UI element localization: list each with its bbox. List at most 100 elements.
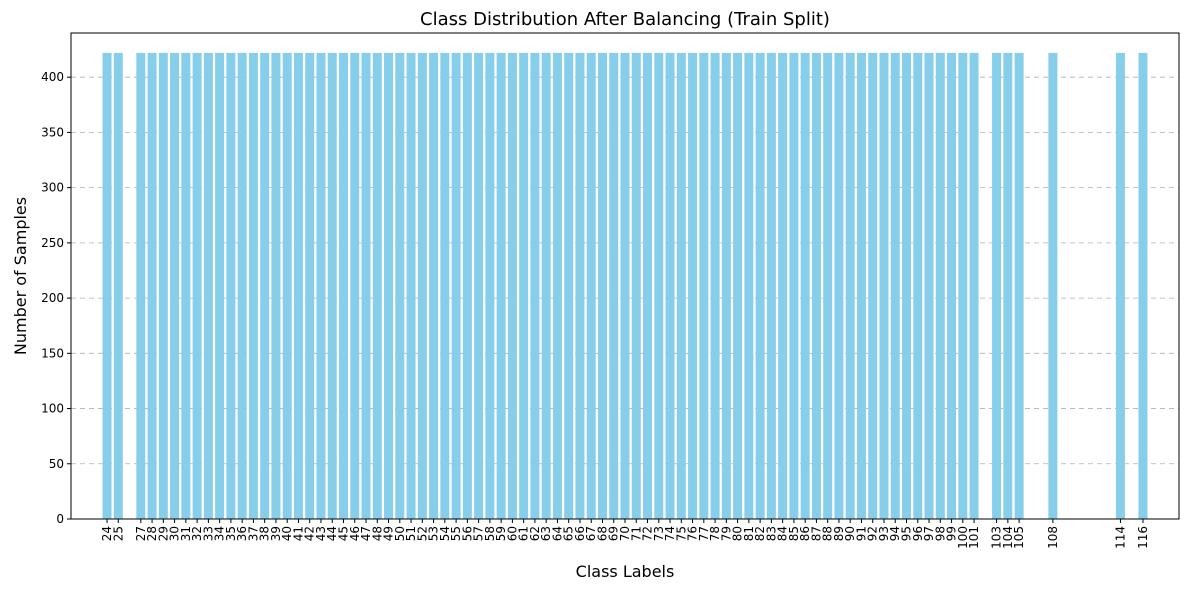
bar-58	[485, 52, 495, 520]
x-tick-label: 24	[100, 526, 114, 541]
bar-66	[575, 52, 585, 520]
x-tick-label: 59	[494, 526, 508, 541]
bar-45	[338, 52, 348, 520]
bar-52	[417, 52, 427, 520]
x-tick-label: 36	[235, 526, 249, 541]
x-tick-label: 114	[1113, 526, 1127, 549]
x-tick-label: 27	[134, 526, 148, 541]
bar-47	[361, 52, 371, 520]
bar-67	[586, 52, 596, 520]
x-tick-label: 80	[731, 526, 745, 541]
bar-39	[271, 52, 281, 520]
x-tick-label: 72	[641, 526, 655, 541]
y-tick-label: 50	[49, 457, 64, 471]
bars	[102, 52, 1148, 520]
x-tick-label: 76	[686, 526, 700, 541]
x-tick-label: 60	[505, 526, 519, 541]
bar-105	[1014, 52, 1024, 520]
x-tick-label: 33	[201, 526, 215, 541]
bar-56	[462, 52, 472, 520]
x-tick-label: 68	[595, 526, 609, 541]
x-tick-label: 52	[415, 526, 429, 541]
x-tick-label: 98	[933, 526, 947, 541]
x-tick-label: 93	[877, 526, 891, 541]
x-tick-label: 25	[111, 526, 125, 541]
bar-100	[958, 52, 968, 520]
bar-54	[440, 52, 450, 520]
bar-65	[564, 52, 574, 520]
bar-42	[305, 52, 315, 520]
bar-92	[868, 52, 878, 520]
x-tick-label: 75	[674, 526, 688, 541]
x-tick-label: 58	[483, 526, 497, 541]
x-tick-label: 63	[539, 526, 553, 541]
x-tick-label: 99	[945, 526, 959, 541]
bar-91	[856, 52, 866, 520]
x-tick-label: 94	[888, 526, 902, 541]
bar-41	[293, 52, 303, 520]
y-tick-label: 400	[41, 70, 64, 84]
bar-87	[811, 52, 821, 520]
bar-74	[665, 52, 675, 520]
x-axis-label: Class Labels	[576, 562, 675, 581]
y-tick-label: 100	[41, 402, 64, 416]
bar-73	[654, 52, 664, 520]
bar-62	[530, 52, 540, 520]
y-tick-label: 350	[41, 125, 64, 139]
x-tick-label: 48	[370, 526, 384, 541]
bar-53	[429, 52, 439, 520]
bar-43	[316, 52, 326, 520]
x-tick-label: 30	[168, 526, 182, 541]
x-tick-label: 38	[258, 526, 272, 541]
x-tick-label: 116	[1136, 526, 1150, 549]
bar-83	[766, 52, 776, 520]
bar-76	[688, 52, 698, 520]
x-tick-label: 41	[291, 526, 305, 541]
x-tick-label: 69	[607, 526, 621, 541]
x-tick-label: 67	[584, 526, 598, 541]
x-tick-label: 92	[866, 526, 880, 541]
y-tick-label: 150	[41, 346, 64, 360]
bar-59	[496, 52, 506, 520]
y-axis-ticks: 0 50 100 150 200 250 300 350 400	[41, 70, 71, 526]
x-tick-label: 77	[697, 526, 711, 541]
x-tick-label: 82	[753, 526, 767, 541]
x-tick-label: 37	[246, 526, 260, 541]
bar-114	[1115, 52, 1125, 520]
bar-27	[136, 52, 146, 520]
x-tick-label: 39	[269, 526, 283, 541]
bar-69	[609, 52, 619, 520]
x-tick-label: 90	[843, 526, 857, 541]
bar-81	[744, 52, 754, 520]
chart-title: Class Distribution After Balancing (Trai…	[420, 9, 830, 30]
x-tick-label: 29	[156, 526, 170, 541]
bar-95	[902, 52, 912, 520]
x-tick-label: 74	[663, 526, 677, 541]
bar-31	[181, 52, 191, 520]
x-tick-label: 51	[404, 526, 418, 541]
bar-32	[192, 52, 202, 520]
x-tick-label: 57	[472, 526, 486, 541]
bar-28	[147, 52, 157, 520]
bar-116	[1138, 52, 1148, 520]
x-tick-label: 104	[1001, 526, 1015, 549]
x-tick-label: 61	[517, 526, 531, 541]
x-tick-label: 105	[1012, 526, 1026, 549]
x-tick-label: 32	[190, 526, 204, 541]
x-tick-label: 46	[348, 526, 362, 541]
bar-24	[102, 52, 112, 520]
x-tick-label: 85	[787, 526, 801, 541]
bar-94	[890, 52, 900, 520]
bar-48	[372, 52, 382, 520]
bar-98	[935, 52, 945, 520]
x-tick-label: 89	[832, 526, 846, 541]
x-tick-label: 42	[303, 526, 317, 541]
x-tick-label: 91	[854, 526, 868, 541]
bar-68	[597, 52, 607, 520]
bar-61	[519, 52, 529, 520]
x-tick-label: 54	[438, 526, 452, 541]
bar-108	[1048, 52, 1058, 520]
x-tick-label: 70	[618, 526, 632, 541]
y-tick-label: 250	[41, 236, 64, 250]
